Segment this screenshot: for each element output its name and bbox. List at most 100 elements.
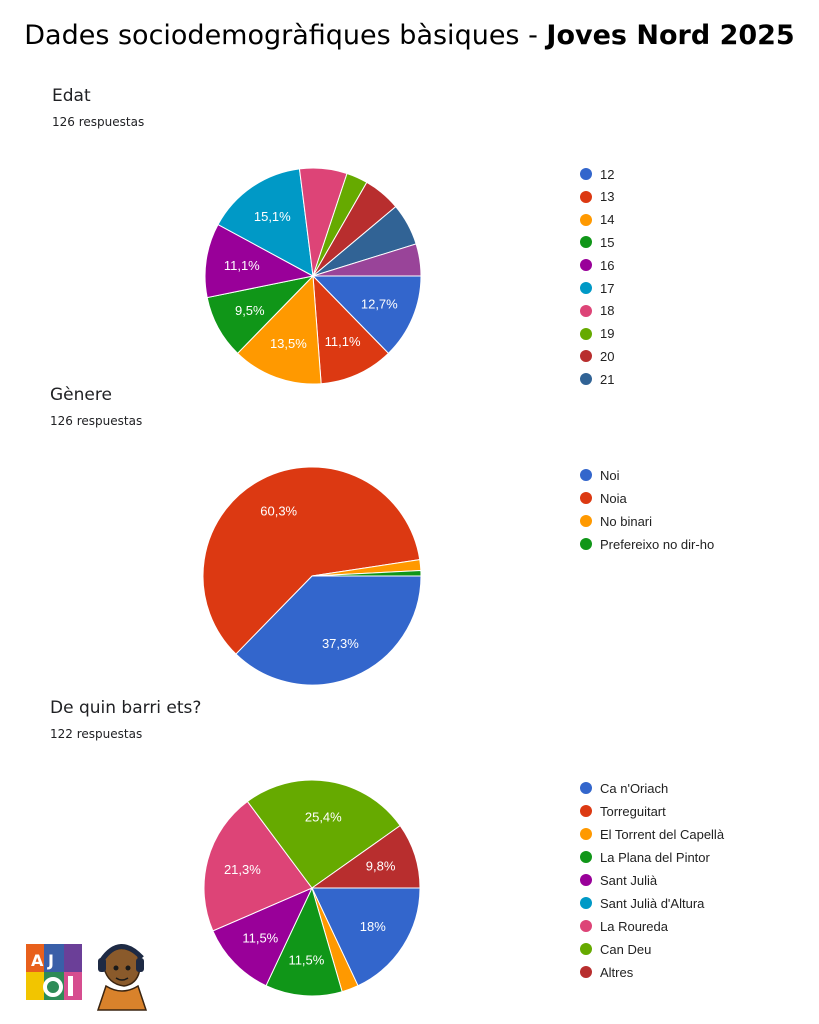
legend-swatch: [580, 373, 592, 386]
question-title: Gènere: [50, 385, 112, 405]
pie-slice-16: [204, 223, 315, 299]
legend-swatch: [580, 920, 592, 932]
legend-item-prefereixo-no-dir-ho: Prefereixo no dir-ho: [580, 534, 714, 554]
slice-label-can-deu: 25,4%: [305, 809, 342, 824]
slice-label-sant-julia: 11,5%: [242, 931, 278, 946]
legend-swatch: [580, 515, 592, 527]
question-title: De quin barri ets?: [50, 698, 202, 718]
legend-item-altres: Altres: [580, 962, 633, 982]
city-council-logo: A J: [26, 944, 82, 1000]
legend-swatch: [580, 327, 592, 340]
legend-swatch: [580, 897, 592, 909]
legend-swatch: [580, 168, 592, 180]
pie-slice-12: [311, 275, 422, 355]
legend-item-ca-n-oriach: Ca n'Oriach: [580, 778, 668, 798]
legend-label: 14: [600, 212, 615, 228]
slice-label-16: 11,1%: [224, 258, 260, 273]
page-title-bold: Joves Nord 2025: [546, 20, 795, 51]
legend-label: 17: [600, 280, 615, 296]
legend-swatch: [580, 782, 592, 794]
legend-label: 13: [600, 189, 615, 205]
legend-item-noia: Noia: [580, 488, 627, 508]
pie-slice-can-deu: [246, 779, 401, 889]
legend-label: 15: [600, 234, 615, 250]
pie-slice-la-roureda: [203, 800, 313, 932]
legend-swatch: [580, 874, 592, 886]
pie-chart-gender: 37,3% 60,3%: [202, 466, 422, 686]
slice-label-la-plana-del-pintor: 11,5%: [288, 952, 324, 967]
slice-label-12: 12,7%: [361, 297, 398, 312]
pie-slice-prefereixo-no-dir-ho: [311, 569, 422, 577]
slice-label-la-roureda: 21,3%: [224, 862, 261, 877]
legend-swatch: [580, 236, 592, 249]
pie-slice-13: [312, 274, 390, 385]
legend-swatch: [580, 304, 592, 317]
page-title-regular: Dades sociodemogràfiques bàsiques -: [24, 20, 547, 51]
legend-label: Altres: [600, 964, 634, 980]
legend-swatch: [580, 851, 592, 863]
legend-label: 12: [600, 166, 615, 182]
legend-item-can-deu: Can Deu: [580, 939, 651, 959]
legend-item-noi: Noi: [580, 465, 620, 485]
chart-section-age: Edat 126 respuestas 12,7% 11,1% 13,5% 9,5% 1…: [0, 0, 819, 387]
pie-chart-age: 12,7% 11,1% 13,5% 9,5% 11,1% 15,1%: [204, 167, 422, 385]
slice-label-14: 13,5%: [270, 336, 307, 351]
legend-label: 16: [600, 257, 615, 273]
legend-item-20: 20: [580, 346, 614, 366]
legend-label: No binari: [600, 513, 653, 529]
legend-label: 20: [600, 348, 615, 364]
pie-slice-ca-n-oriach: [311, 887, 421, 987]
pie-slice-la-plana-del-pintor: [265, 886, 343, 997]
legend-item-17: 17: [580, 278, 614, 298]
legend-label: 19: [600, 326, 615, 342]
legend-label: El Torrent del Capellà: [600, 826, 725, 842]
legend-label: 18: [600, 303, 615, 319]
legend-swatch: [580, 966, 592, 978]
slice-label-noi: 37,3%: [322, 636, 359, 651]
legend-item-sant-julia: Sant Julià: [580, 870, 657, 890]
slice-label-15: 9,5%: [235, 303, 265, 318]
legend-item-torreguitart: Torreguitart: [580, 801, 666, 821]
legend-swatch: [580, 828, 592, 840]
legend-swatch: [580, 943, 592, 955]
pie-slice-sant-julia: [212, 887, 314, 987]
legend-item-19: 19: [580, 324, 614, 344]
legend-item-el-torrent-del-capella: El Torrent del Capellà: [580, 824, 724, 844]
legend-item-la-roureda: La Roureda: [580, 916, 668, 936]
legend-label: Sant Julià: [600, 872, 658, 888]
legend-item-14: 14: [580, 210, 614, 230]
legend-swatch: [580, 805, 592, 817]
legend-label: Torreguitart: [600, 803, 666, 819]
legend-swatch: [580, 350, 592, 363]
page-title: Dades sociodemogràfiques bàsiques - Jove…: [0, 20, 819, 51]
legend-swatch: [580, 282, 592, 294]
slice-label-17: 15,1%: [254, 209, 291, 224]
legend-age: 12 13 14 15 16 17 18 19 20 21: [580, 164, 780, 394]
legend-label: La Roureda: [600, 918, 668, 934]
slice-label-altres: 9,8%: [366, 859, 396, 874]
response-count: 126 respuestas: [52, 115, 145, 129]
slice-label-ca-n-oriach: 18%: [360, 919, 386, 934]
question-title: Edat: [52, 86, 91, 106]
legend-label: Ca n'Oriach: [600, 780, 669, 796]
legend-swatch: [580, 492, 592, 504]
legend-swatch: [580, 469, 592, 481]
legend-label: Noi: [600, 467, 620, 483]
legend-label: Noia: [600, 490, 627, 506]
response-count: 122 respuestas: [50, 727, 143, 741]
legend-label: Sant Julià d'Altura: [600, 895, 705, 911]
legend-swatch: [580, 259, 592, 272]
legend-item-18: 18: [580, 301, 614, 321]
chart-section-gender: Gènere 126 respuestas 37,3% 60,3% Noi Noia…: [50, 385, 714, 686]
legend-swatch: [580, 213, 592, 226]
legend-neighbourhood: Ca n'Oriach Torreguitart El Torrent del Ca…: [580, 778, 780, 988]
pie-slice-noia: [202, 466, 421, 655]
pie-slice-14: [236, 274, 322, 385]
pie-slice-altres: [310, 824, 421, 889]
logos: A J: [26, 944, 148, 1011]
response-count: 126 respuestas: [50, 414, 143, 428]
svg-text:J: J: [47, 951, 54, 970]
slice-label-13: 11,1%: [325, 334, 361, 349]
legend-label: Can Deu: [600, 941, 652, 957]
